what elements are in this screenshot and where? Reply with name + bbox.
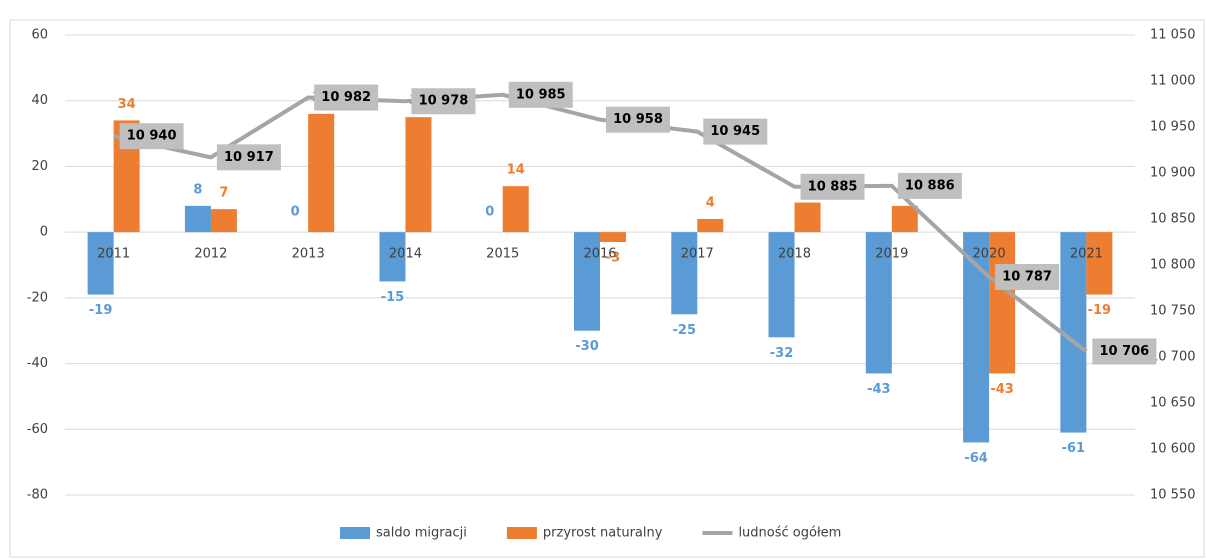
legend-label: saldo migracji: [376, 526, 467, 541]
bar: [671, 232, 698, 315]
x-tick-label: 2018: [778, 247, 811, 262]
bar: [600, 232, 626, 242]
label-box: [119, 123, 184, 150]
data-label: -19: [89, 303, 113, 318]
label-box: [216, 144, 281, 171]
data-label: -25: [673, 323, 697, 338]
data-label: -19: [1088, 303, 1112, 318]
line-data-label: 10 885: [808, 179, 858, 194]
legend-label: przyrost naturalny: [543, 526, 663, 541]
y-tick-label: 20: [31, 159, 48, 174]
bar: [794, 202, 821, 233]
y2-tick-label: 10 850: [1150, 212, 1196, 227]
y-tick-label: -80: [27, 488, 48, 503]
y2-tick-label: 10 600: [1150, 442, 1196, 457]
bar: [308, 113, 335, 233]
chart-border: [9, 19, 1205, 558]
y2-tick-label: 10 800: [1150, 258, 1196, 273]
x-tick-label: 2014: [389, 247, 422, 262]
y2-tick-label: 10 650: [1150, 396, 1196, 411]
line-data-label: 10 787: [1002, 269, 1052, 284]
bar: [1086, 232, 1113, 295]
label-box: [508, 81, 573, 108]
x-tick-label: 2011: [97, 247, 130, 262]
x-tick-label: 2021: [1070, 247, 1103, 262]
bar: [87, 232, 114, 295]
bar: [502, 186, 529, 233]
bar: [989, 232, 1016, 374]
data-label: -43: [990, 382, 1014, 397]
label-box: [314, 84, 379, 111]
x-tick-label: 2019: [875, 247, 908, 262]
bar: [210, 209, 237, 233]
bar: [697, 219, 724, 233]
y2-tick-label: 10 550: [1150, 488, 1196, 503]
line-data-label: 10 982: [321, 90, 371, 105]
y-tick-label: -60: [27, 422, 48, 437]
y2-tick-label: 10 950: [1150, 120, 1196, 135]
y-tick-label: 0: [40, 225, 48, 240]
data-label: 7: [219, 186, 228, 201]
bar: [184, 205, 211, 233]
line: [113, 92, 1088, 354]
data-label: -3: [606, 251, 620, 266]
bar: [379, 232, 406, 282]
line-data-label: 10 886: [905, 178, 955, 193]
x-tick-label: 2012: [194, 247, 227, 262]
data-label: -30: [575, 339, 599, 354]
data-label: -15: [381, 290, 405, 305]
bar: [768, 232, 795, 338]
y-tick-label: 60: [31, 28, 48, 43]
y2-tick-label: 10 750: [1150, 304, 1196, 319]
y2-tick-label: 10 900: [1150, 166, 1196, 181]
line-data-label: 10 978: [419, 94, 469, 109]
bar: [405, 117, 432, 233]
line-data-label: 10 706: [1099, 344, 1149, 359]
label-box: [1092, 338, 1157, 365]
data-label: 4: [706, 196, 715, 211]
data-label: 8: [193, 182, 202, 197]
x-tick-label: 2017: [681, 247, 714, 262]
data-label: 14: [507, 163, 525, 178]
line-data-label: 10 917: [224, 150, 274, 165]
bar: [865, 232, 892, 374]
y-tick-label: 40: [31, 93, 48, 108]
y2-tick-label: 11 050: [1150, 28, 1196, 43]
data-label: -61: [1062, 441, 1086, 456]
y-tick-label: -40: [27, 356, 48, 371]
label-box: [800, 173, 865, 200]
data-label: -43: [867, 382, 891, 397]
y2-tick-label: 10 700: [1150, 350, 1196, 365]
label-box: [995, 263, 1060, 290]
label-box: [703, 118, 768, 145]
bar: [1060, 232, 1087, 433]
x-tick-label: 2015: [486, 247, 519, 262]
line-data-label: 10 958: [613, 112, 663, 127]
label-box: [411, 88, 476, 115]
line-data-label: 10 985: [516, 87, 566, 102]
y-tick-label: -20: [27, 290, 48, 305]
data-label: 0: [291, 205, 300, 220]
line-data-label: 10 940: [127, 129, 177, 144]
legend-swatch: [506, 527, 537, 539]
label-box: [897, 172, 962, 199]
legend-swatch: [340, 527, 370, 539]
label-box: [606, 106, 670, 133]
data-label: -64: [964, 451, 988, 466]
bar: [574, 232, 600, 331]
x-tick-label: 2020: [973, 247, 1006, 262]
line-data-label: 10 945: [710, 124, 760, 139]
bar: [891, 205, 918, 233]
x-tick-label: 2016: [583, 247, 616, 262]
data-label: 0: [485, 205, 494, 220]
x-tick-label: 2013: [292, 247, 325, 262]
legend-label: ludność ogółem: [738, 526, 841, 541]
data-label: 34: [118, 97, 136, 112]
y2-tick-label: 11 000: [1150, 74, 1196, 89]
data-label: -32: [770, 346, 794, 361]
